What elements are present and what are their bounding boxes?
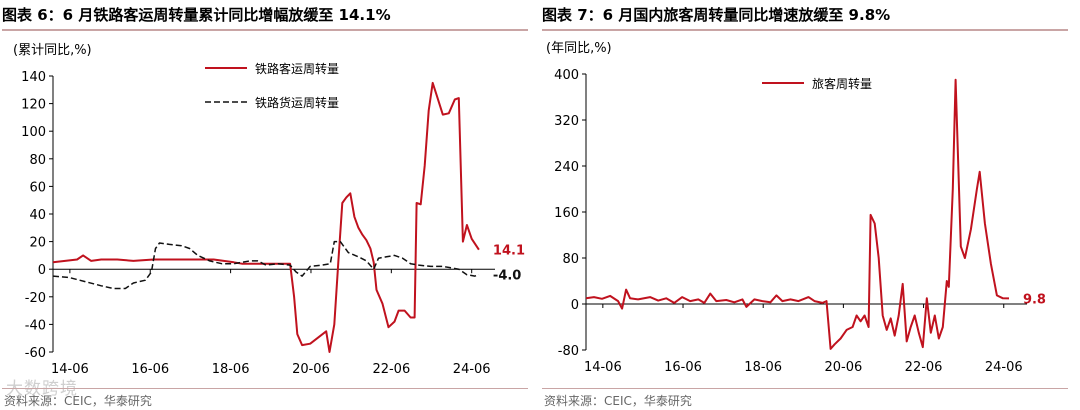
source-note-left: 资料来源：CEIC，华泰研究: [4, 394, 152, 408]
x-tick-label: 18-06: [212, 362, 250, 377]
series-end-label: -4.0: [493, 269, 521, 284]
y-tick-label: -80: [558, 344, 579, 359]
x-tick-label: 22-06: [372, 362, 410, 377]
title-text: 6 月铁路客运周转量累计同比增幅放缓至 14.1%: [62, 6, 391, 24]
y-tick-label: -40: [25, 318, 46, 333]
series-line: [52, 81, 480, 353]
y-tick-label: 400: [554, 68, 579, 83]
x-tick-label: 24-06: [453, 362, 491, 377]
series-line: [585, 78, 1010, 350]
x-tick-label: 16-06: [131, 362, 169, 377]
source-divider: [542, 388, 1068, 389]
x-tick-label: 22-06: [905, 360, 943, 375]
x-tick-label: 24-06: [985, 360, 1023, 375]
x-tick-label: 14-06: [584, 360, 622, 375]
series-end-label: 9.8: [1023, 292, 1046, 307]
figure-label: 图表 6：: [2, 6, 63, 24]
line-chart-left: (累计同比,%) -60 -40 -20 0 20 40 60 80 100 120 140 14-06…: [13, 43, 525, 377]
y-tick-label: 0: [38, 263, 46, 278]
y-axis-label: (年同比,%): [546, 41, 612, 56]
y-tick-label: 120: [21, 98, 46, 113]
y-tick-label: -60: [25, 346, 46, 361]
y-tick-label: 240: [554, 160, 579, 175]
source-divider: [2, 388, 528, 389]
y-tick-label: 0: [571, 298, 579, 313]
figure-label: 图表 7：: [542, 6, 603, 24]
y-tick-label: 80: [29, 153, 46, 168]
title-divider: [2, 29, 528, 31]
series-line: [52, 240, 480, 290]
title-text: 6 月国内旅客周转量同比增速放缓至 9.8%: [602, 6, 891, 24]
x-tick-label: 20-06: [292, 362, 330, 377]
x-tick-label: 16-06: [664, 360, 702, 375]
x-tick-label: 14-06: [51, 362, 89, 377]
y-tick-label: 20: [29, 236, 46, 251]
chart-title-left: 图表 6：6 月铁路客运周转量累计同比增幅放缓至 14.1%: [2, 4, 391, 25]
series-end-label: 14.1: [493, 244, 525, 259]
legend-label: 旅客周转量: [812, 76, 872, 91]
line-chart-right: (年同比,%) -80 0 80 160 240 320 400 14-06 16-06 18-06…: [546, 41, 1046, 375]
title-divider: [542, 29, 1068, 31]
y-axis-label: (累计同比,%): [13, 43, 92, 58]
chart-panel-left: 图表 6：6 月铁路客运周转量累计同比增幅放缓至 14.1% (累计同比,%) -…: [2, 4, 528, 408]
legend-label: 铁路货运周转量: [255, 95, 339, 110]
y-tick-label: 80: [562, 252, 579, 267]
y-tick-label: 40: [29, 208, 46, 223]
chart-panel-right: 图表 7：6 月国内旅客周转量同比增速放缓至 9.8% (年同比,%) -80 0 8…: [540, 0, 1080, 410]
source-note-right: 资料来源：CEIC，华泰研究: [544, 394, 692, 408]
y-tick-label: 320: [554, 114, 579, 129]
y-tick-label: 100: [21, 125, 46, 140]
y-tick-label: 60: [29, 180, 46, 195]
watermark: 大数跨境: [6, 379, 78, 399]
x-tick-label: 18-06: [744, 360, 782, 375]
y-tick-label: 140: [21, 70, 46, 85]
y-tick-label: -20: [25, 291, 46, 306]
chart-title-right: 图表 7：6 月国内旅客周转量同比增速放缓至 9.8%: [542, 4, 890, 25]
legend-label: 铁路客运周转量: [255, 61, 339, 76]
x-tick-label: 20-06: [824, 360, 862, 375]
y-tick-label: 160: [554, 206, 579, 221]
